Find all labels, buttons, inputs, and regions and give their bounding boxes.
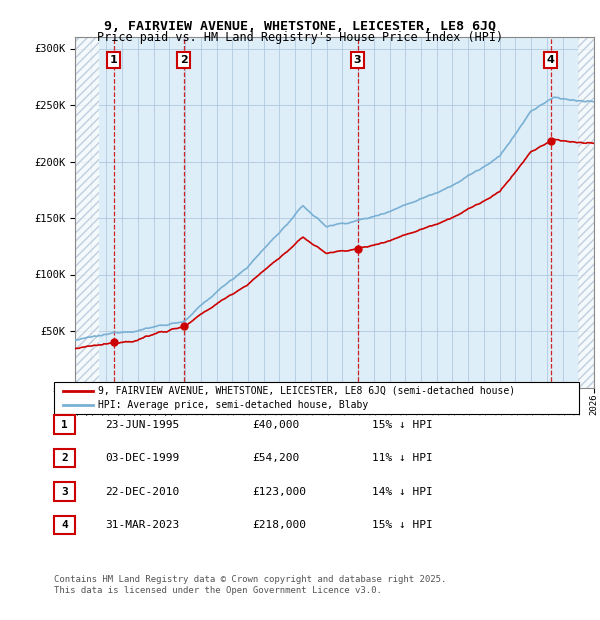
Bar [578,37,594,387]
Text: 9, FAIRVIEW AVENUE, WHETSTONE, LEICESTER, LE8 6JQ: 9, FAIRVIEW AVENUE, WHETSTONE, LEICESTER… [104,20,496,33]
Text: 22-DEC-2010: 22-DEC-2010 [105,487,179,497]
Text: 31-MAR-2023: 31-MAR-2023 [105,520,179,530]
Text: 14% ↓ HPI: 14% ↓ HPI [372,487,433,497]
Text: 15% ↓ HPI: 15% ↓ HPI [372,420,433,430]
Text: 3: 3 [61,487,68,497]
Bar [75,37,98,387]
Text: 23-JUN-1995: 23-JUN-1995 [105,420,179,430]
Text: £54,200: £54,200 [252,453,299,463]
Text: Price paid vs. HM Land Registry's House Price Index (HPI): Price paid vs. HM Land Registry's House … [97,31,503,44]
Text: 11% ↓ HPI: 11% ↓ HPI [372,453,433,463]
Text: 3: 3 [354,55,361,65]
Text: 2: 2 [180,55,188,65]
Text: 4: 4 [547,55,554,65]
Text: £40,000: £40,000 [252,420,299,430]
Text: 9, FAIRVIEW AVENUE, WHETSTONE, LEICESTER, LE8 6JQ (semi-detached house): 9, FAIRVIEW AVENUE, WHETSTONE, LEICESTER… [98,386,515,396]
Text: £218,000: £218,000 [252,520,306,530]
Text: 15% ↓ HPI: 15% ↓ HPI [372,520,433,530]
Text: £123,000: £123,000 [252,487,306,497]
Text: 4: 4 [61,520,68,530]
Text: 1: 1 [61,420,68,430]
Text: 2: 2 [61,453,68,463]
Text: 03-DEC-1999: 03-DEC-1999 [105,453,179,463]
Text: Contains HM Land Registry data © Crown copyright and database right 2025.
This d: Contains HM Land Registry data © Crown c… [54,575,446,595]
Text: HPI: Average price, semi-detached house, Blaby: HPI: Average price, semi-detached house,… [98,401,368,410]
Text: 1: 1 [110,55,118,65]
